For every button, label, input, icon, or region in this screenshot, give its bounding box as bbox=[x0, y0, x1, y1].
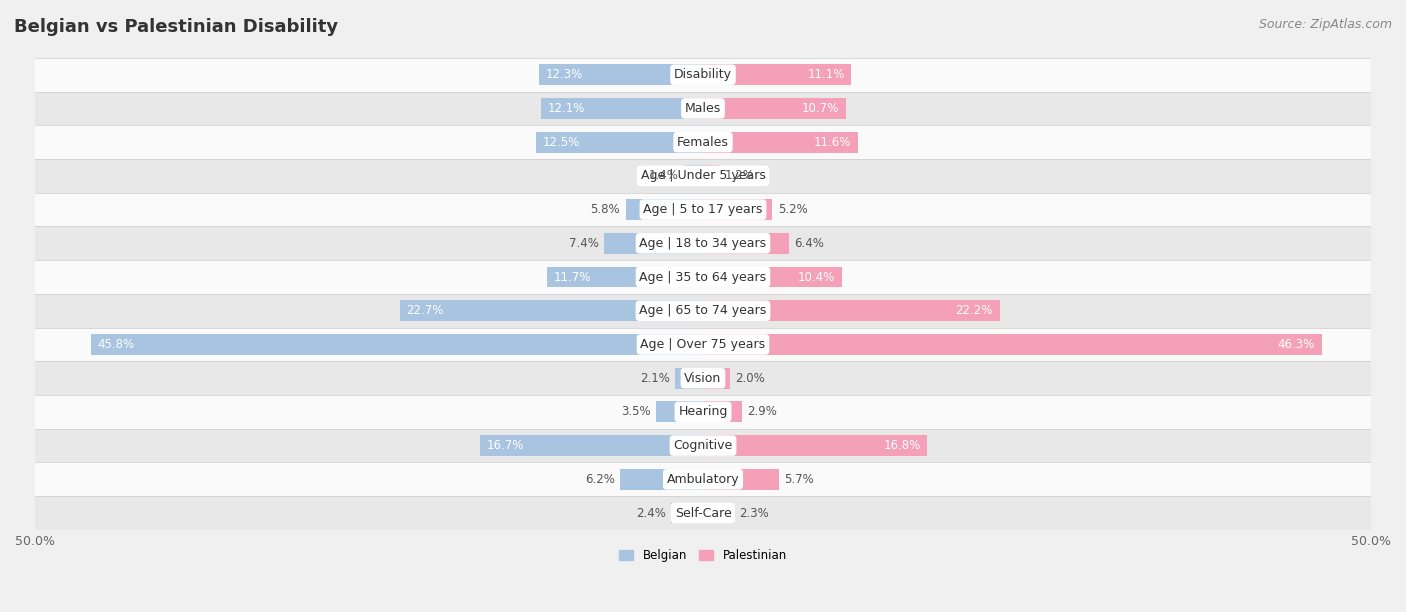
Bar bbox=[91, 334, 703, 355]
Text: Source: ZipAtlas.com: Source: ZipAtlas.com bbox=[1258, 18, 1392, 31]
Bar bbox=[35, 496, 1371, 530]
Bar bbox=[703, 98, 846, 119]
Text: Cognitive: Cognitive bbox=[673, 439, 733, 452]
Bar bbox=[703, 233, 789, 254]
Text: 12.1%: 12.1% bbox=[548, 102, 585, 115]
Text: 22.2%: 22.2% bbox=[956, 304, 993, 317]
Bar bbox=[35, 463, 1371, 496]
Text: 11.7%: 11.7% bbox=[554, 271, 591, 283]
Bar bbox=[671, 502, 703, 523]
Text: 16.7%: 16.7% bbox=[486, 439, 524, 452]
Text: 2.1%: 2.1% bbox=[640, 371, 669, 385]
Bar bbox=[703, 435, 928, 456]
Text: 7.4%: 7.4% bbox=[569, 237, 599, 250]
Bar bbox=[35, 159, 1371, 193]
Text: 10.7%: 10.7% bbox=[801, 102, 839, 115]
Bar bbox=[703, 502, 734, 523]
Bar bbox=[703, 199, 772, 220]
Bar bbox=[35, 92, 1371, 125]
Bar bbox=[703, 165, 718, 186]
Text: Disability: Disability bbox=[673, 68, 733, 81]
Text: Age | 5 to 17 years: Age | 5 to 17 years bbox=[644, 203, 762, 216]
Bar bbox=[703, 469, 779, 490]
Text: Females: Females bbox=[678, 136, 728, 149]
Text: 11.1%: 11.1% bbox=[807, 68, 845, 81]
Bar bbox=[703, 300, 1000, 321]
Bar bbox=[35, 260, 1371, 294]
Bar bbox=[479, 435, 703, 456]
Text: Age | 65 to 74 years: Age | 65 to 74 years bbox=[640, 304, 766, 317]
Text: 11.6%: 11.6% bbox=[814, 136, 851, 149]
Text: Age | Over 75 years: Age | Over 75 years bbox=[641, 338, 765, 351]
Text: Age | 18 to 34 years: Age | 18 to 34 years bbox=[640, 237, 766, 250]
Bar bbox=[35, 327, 1371, 361]
Bar bbox=[657, 401, 703, 422]
Text: 1.2%: 1.2% bbox=[724, 170, 754, 182]
Text: 5.8%: 5.8% bbox=[591, 203, 620, 216]
Text: 6.2%: 6.2% bbox=[585, 473, 614, 486]
Text: 12.5%: 12.5% bbox=[543, 136, 579, 149]
Text: 2.0%: 2.0% bbox=[735, 371, 765, 385]
Bar bbox=[703, 132, 858, 152]
Bar bbox=[703, 401, 742, 422]
Text: 5.2%: 5.2% bbox=[778, 203, 807, 216]
Text: 12.3%: 12.3% bbox=[546, 68, 582, 81]
Legend: Belgian, Palestinian: Belgian, Palestinian bbox=[614, 544, 792, 567]
Bar bbox=[620, 469, 703, 490]
Text: 2.4%: 2.4% bbox=[636, 507, 665, 520]
Bar bbox=[35, 395, 1371, 429]
Bar bbox=[703, 334, 1322, 355]
Bar bbox=[35, 429, 1371, 463]
Text: Belgian vs Palestinian Disability: Belgian vs Palestinian Disability bbox=[14, 18, 339, 36]
Bar bbox=[605, 233, 703, 254]
Bar bbox=[538, 64, 703, 85]
Bar bbox=[547, 267, 703, 288]
Text: 45.8%: 45.8% bbox=[98, 338, 135, 351]
Bar bbox=[703, 267, 842, 288]
Bar bbox=[703, 64, 851, 85]
Bar bbox=[35, 193, 1371, 226]
Text: 2.3%: 2.3% bbox=[740, 507, 769, 520]
Text: Males: Males bbox=[685, 102, 721, 115]
Text: 6.4%: 6.4% bbox=[794, 237, 824, 250]
Text: 10.4%: 10.4% bbox=[799, 271, 835, 283]
Bar bbox=[541, 98, 703, 119]
Text: 46.3%: 46.3% bbox=[1278, 338, 1315, 351]
Text: Hearing: Hearing bbox=[678, 405, 728, 419]
Bar bbox=[685, 165, 703, 186]
Bar bbox=[35, 361, 1371, 395]
Bar bbox=[626, 199, 703, 220]
Bar bbox=[35, 125, 1371, 159]
Text: 16.8%: 16.8% bbox=[883, 439, 921, 452]
Text: Vision: Vision bbox=[685, 371, 721, 385]
Text: 3.5%: 3.5% bbox=[621, 405, 651, 419]
Bar bbox=[399, 300, 703, 321]
Text: Ambulatory: Ambulatory bbox=[666, 473, 740, 486]
Text: Self-Care: Self-Care bbox=[675, 507, 731, 520]
Bar bbox=[703, 368, 730, 389]
Text: 5.7%: 5.7% bbox=[785, 473, 814, 486]
Text: Age | Under 5 years: Age | Under 5 years bbox=[641, 170, 765, 182]
Text: 22.7%: 22.7% bbox=[406, 304, 444, 317]
Bar bbox=[35, 58, 1371, 92]
Bar bbox=[35, 294, 1371, 327]
Text: Age | 35 to 64 years: Age | 35 to 64 years bbox=[640, 271, 766, 283]
Text: 1.4%: 1.4% bbox=[650, 170, 679, 182]
Bar bbox=[536, 132, 703, 152]
Bar bbox=[35, 226, 1371, 260]
Text: 2.9%: 2.9% bbox=[747, 405, 778, 419]
Bar bbox=[675, 368, 703, 389]
